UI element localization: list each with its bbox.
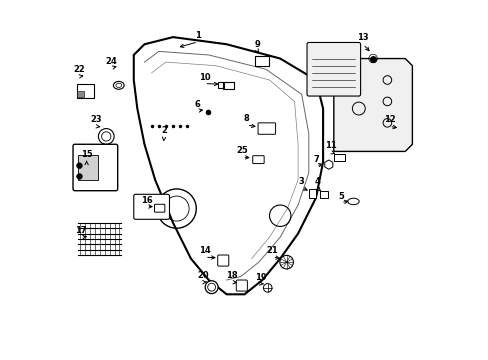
Text: 22: 22 [73, 66, 85, 75]
FancyBboxPatch shape [217, 255, 228, 266]
FancyBboxPatch shape [236, 280, 247, 291]
Text: 24: 24 [105, 57, 117, 66]
FancyBboxPatch shape [306, 42, 360, 96]
FancyBboxPatch shape [154, 204, 164, 212]
Text: 11: 11 [325, 141, 336, 150]
Text: 7: 7 [312, 155, 318, 164]
Ellipse shape [279, 255, 293, 269]
Bar [333, 154, 344, 161]
Text: 8: 8 [244, 114, 249, 123]
Bar [223, 82, 234, 89]
FancyBboxPatch shape [73, 144, 118, 191]
Bar [308, 189, 315, 198]
Text: 2: 2 [161, 126, 167, 135]
Text: 25: 25 [236, 146, 248, 155]
Text: 12: 12 [383, 116, 395, 125]
Ellipse shape [113, 81, 124, 89]
FancyBboxPatch shape [252, 156, 264, 163]
FancyBboxPatch shape [134, 194, 169, 219]
Text: 15: 15 [81, 150, 92, 159]
Text: 5: 5 [337, 192, 343, 201]
Bar [77, 91, 84, 97]
Bar [319, 192, 328, 198]
Text: 14: 14 [199, 246, 210, 255]
Bar [255, 56, 268, 66]
Text: 23: 23 [91, 116, 102, 125]
Text: 1: 1 [195, 31, 201, 40]
Text: 3: 3 [298, 176, 304, 185]
Text: 13: 13 [357, 33, 368, 42]
Text: 19: 19 [254, 273, 266, 282]
Text: 18: 18 [226, 271, 237, 280]
Text: 16: 16 [141, 195, 152, 204]
Text: 20: 20 [197, 271, 209, 280]
Circle shape [77, 163, 82, 168]
Bar [77, 84, 94, 98]
Text: 6: 6 [194, 100, 200, 109]
Bar [78, 155, 98, 180]
Ellipse shape [205, 281, 218, 294]
Text: 9: 9 [254, 40, 260, 49]
Circle shape [77, 174, 82, 179]
FancyBboxPatch shape [258, 123, 275, 134]
PathPatch shape [333, 59, 411, 152]
Ellipse shape [347, 198, 358, 204]
Text: 17: 17 [75, 226, 86, 235]
Text: 21: 21 [266, 246, 278, 255]
Text: 4: 4 [314, 177, 320, 186]
Text: 10: 10 [198, 73, 210, 82]
